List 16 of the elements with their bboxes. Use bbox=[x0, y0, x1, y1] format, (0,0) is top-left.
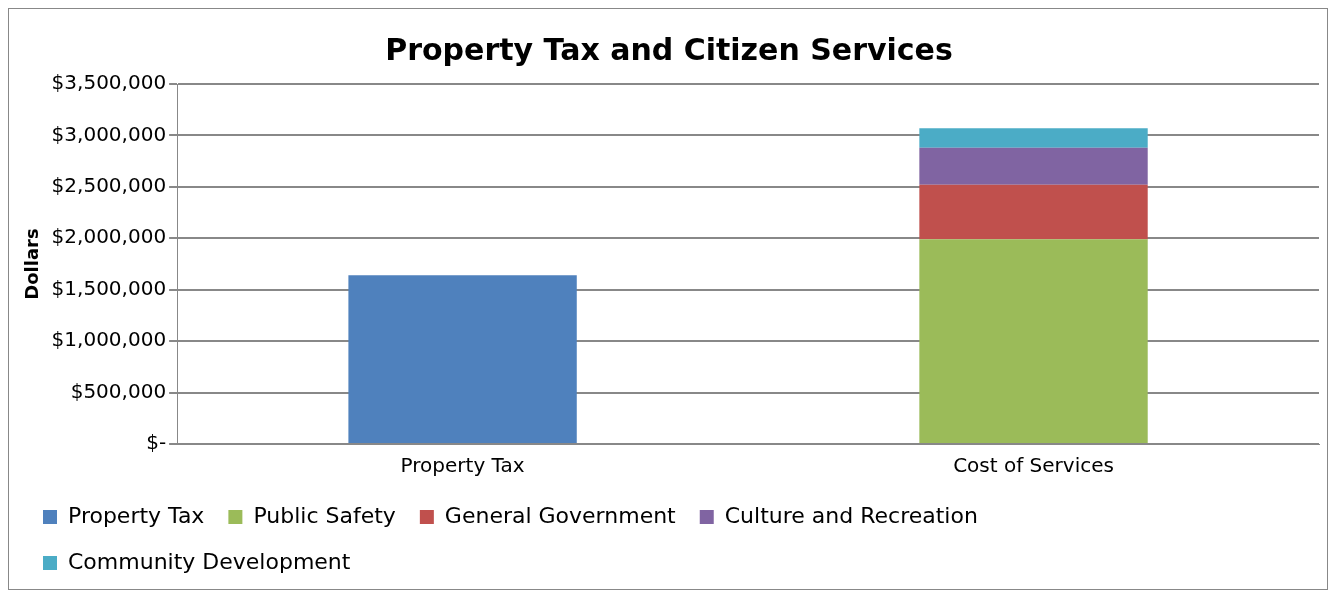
y-tick-label: $3,000,000 bbox=[51, 121, 167, 146]
y-tick-label: $- bbox=[146, 430, 167, 455]
legend-label: General Government bbox=[444, 502, 677, 528]
y-tick-label: $2,000,000 bbox=[51, 224, 167, 249]
legend-label: Property Tax bbox=[68, 502, 205, 528]
legend-label: Public Safety bbox=[253, 502, 396, 528]
chart-title: Property Tax and Citizen Services bbox=[385, 31, 953, 67]
y-tick-label: $2,500,000 bbox=[51, 173, 167, 198]
y-tick-label: $500,000 bbox=[70, 378, 167, 403]
x-tick-label: Cost of Services bbox=[953, 453, 1114, 478]
y-tick-label: $3,500,000 bbox=[51, 70, 167, 95]
legend-label: Community Development bbox=[68, 548, 351, 574]
y-tick-label: $1,500,000 bbox=[51, 275, 167, 300]
y-axis-title: Dollars bbox=[21, 228, 43, 300]
legend-label: Culture and Recreation bbox=[724, 502, 978, 528]
y-tick-label: $1,000,000 bbox=[51, 327, 167, 352]
